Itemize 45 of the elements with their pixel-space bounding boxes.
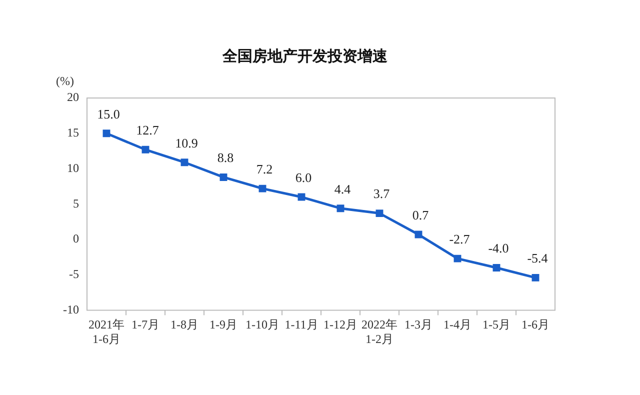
y-axis-title: (%)	[56, 74, 74, 88]
data-label: -5.4	[527, 250, 548, 266]
point	[414, 230, 422, 238]
data-label: 4.4	[334, 181, 352, 196]
x-tick-label: 1-6月	[522, 318, 550, 332]
y-tick-label: 20	[66, 90, 79, 104]
data-label: 15.0	[97, 106, 120, 122]
x-tick-label: 1-4月	[444, 318, 472, 332]
data-label: -2.7	[449, 231, 470, 246]
point	[298, 193, 306, 201]
point	[532, 274, 540, 282]
data-label: 10.9	[175, 135, 198, 150]
data-label: 6.0	[295, 170, 312, 185]
x-tick-label: 1-11月	[284, 318, 318, 332]
data-label: 0.7	[412, 207, 430, 222]
data-label: 3.7	[373, 186, 390, 202]
y-tick-label: 10	[66, 160, 79, 175]
x-tick-label: 1-9月	[209, 318, 238, 332]
point	[376, 210, 384, 218]
point	[180, 158, 188, 166]
data-label: 7.2	[256, 161, 273, 176]
x-tick-label: 1-10月	[246, 318, 280, 332]
y-tick-label: -10	[62, 302, 79, 316]
x-tick-label: 2021年 1-6月	[88, 318, 124, 346]
point	[454, 254, 462, 262]
y-tick-label: 0	[72, 232, 79, 246]
point	[220, 173, 228, 181]
x-tick-label: 1-3月	[404, 318, 432, 332]
point	[102, 130, 110, 138]
data-label: 12.7	[136, 122, 160, 138]
x-tick-label: 1-7月	[131, 318, 160, 332]
data-label: 8.8	[217, 150, 234, 166]
point	[142, 146, 150, 154]
x-tick-label: 1-12月	[324, 318, 358, 332]
y-tick-label: 5	[72, 196, 79, 210]
chart-title: 全国房地产开发投资增速	[222, 46, 388, 65]
data-label: -4.0	[488, 240, 509, 256]
y-tick-label: 15	[66, 126, 79, 140]
point	[492, 264, 500, 272]
x-tick-label: 2022年 1-2月	[362, 318, 398, 346]
point	[258, 184, 266, 192]
x-tick-label: 1-5月	[482, 318, 510, 332]
y-tick-label: -5	[68, 266, 79, 281]
point	[336, 204, 344, 212]
x-tick-label: 1-8月	[170, 318, 198, 332]
